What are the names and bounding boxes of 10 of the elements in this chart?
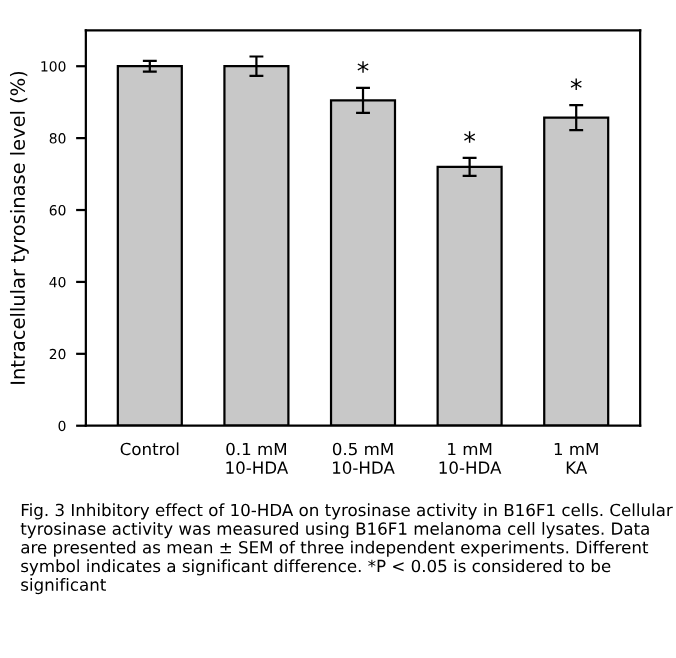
x-tick-label: 0.1 mM 10-HDA: [226, 442, 289, 474]
annotation: *: [570, 78, 582, 90]
annotation: *: [357, 61, 369, 73]
x-tick-label: Control: [120, 442, 179, 456]
y-axis-title: Intracellular tyrosinase level (%): [9, 71, 29, 384]
annotation: *: [464, 131, 476, 143]
x-tick-label: 0.5 mM 10-HDA: [332, 442, 395, 474]
x-tick-label: 1 mM KA: [554, 442, 598, 474]
caption: Fig. 3 Inhibitory effect of 10-HDA on tyrosinase activity in B16F1 cells. Cellular tyrosinase activity was measured using B16F1 melanoma cell lysates. Data are presented as mean ± SEM of three independent experiments. Different symbol indicates a significant difference. *P < 0.05 is considered to be significant: [20, 503, 673, 595]
x-tick-label: 1 mM 10-HDA: [439, 442, 502, 474]
